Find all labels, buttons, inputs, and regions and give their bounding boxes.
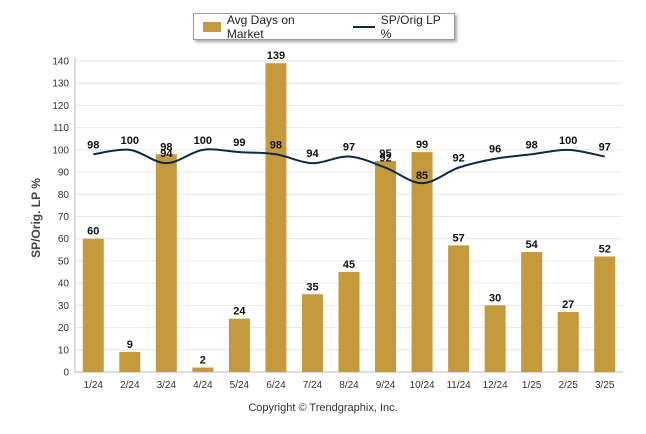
line-data-label: 100 bbox=[121, 135, 139, 147]
bar bbox=[228, 318, 250, 372]
bar bbox=[411, 152, 433, 372]
line-data-label: 98 bbox=[270, 139, 282, 151]
bar-data-label: 9 bbox=[127, 339, 133, 351]
bar-data-label: 52 bbox=[599, 243, 611, 255]
legend-line-swatch bbox=[352, 25, 375, 28]
line-data-label: 97 bbox=[343, 142, 355, 154]
y-tick-label: 10 bbox=[58, 345, 70, 356]
x-tick-label: 9/24 bbox=[376, 380, 396, 391]
legend-item-line: SP/Orig LP % bbox=[343, 13, 454, 41]
copyright-footer: Copyright © Trendgraphix, Inc. bbox=[248, 402, 398, 414]
x-tick-label: 12/24 bbox=[483, 380, 508, 391]
bar bbox=[119, 352, 141, 372]
legend-bar-swatch bbox=[203, 21, 221, 32]
bar bbox=[301, 294, 323, 372]
bar bbox=[484, 305, 506, 372]
chart-legend: Avg Days on Market SP/Orig LP % bbox=[193, 13, 455, 41]
bar-data-label: 30 bbox=[489, 292, 501, 304]
bar-data-label: 35 bbox=[306, 281, 318, 293]
x-tick-label: 5/24 bbox=[230, 380, 250, 391]
bar bbox=[448, 245, 470, 372]
x-tick-label: 2/25 bbox=[558, 380, 578, 391]
y-tick-label: 110 bbox=[53, 123, 69, 134]
bar-data-label: 27 bbox=[562, 299, 574, 311]
x-tick-label: 10/24 bbox=[410, 380, 435, 391]
line-data-label: 85 bbox=[416, 170, 428, 182]
y-tick-label: 140 bbox=[52, 57, 69, 68]
line-data-label: 96 bbox=[489, 144, 501, 156]
line-data-label: 98 bbox=[526, 139, 538, 151]
line-data-label: 98 bbox=[87, 139, 99, 151]
bar-data-label: 95 bbox=[379, 148, 391, 160]
bar bbox=[82, 238, 104, 372]
x-tick-label: 3/24 bbox=[157, 380, 177, 391]
x-tick-label: 2/24 bbox=[120, 380, 140, 391]
x-tick-label: 1/24 bbox=[84, 380, 104, 391]
line-data-label: 94 bbox=[306, 148, 319, 160]
line-data-label: 94 bbox=[160, 148, 173, 160]
x-tick-label: 7/24 bbox=[303, 380, 323, 391]
bar bbox=[521, 252, 543, 372]
line-data-label: 92 bbox=[379, 153, 391, 165]
y-tick-label: 40 bbox=[58, 279, 70, 290]
bar bbox=[375, 160, 397, 372]
y-tick-label: 120 bbox=[52, 101, 69, 112]
x-tick-label: 6/24 bbox=[266, 380, 286, 391]
y-tick-label: 80 bbox=[58, 190, 70, 201]
bar-data-label: 98 bbox=[160, 141, 172, 153]
x-tick-label: 3/25 bbox=[595, 380, 615, 391]
y-tick-label: 90 bbox=[58, 168, 70, 179]
y-tick-label: 60 bbox=[58, 234, 70, 245]
x-tick-label: 11/24 bbox=[446, 380, 471, 391]
y-tick-label: 20 bbox=[58, 323, 70, 334]
bar-data-label: 2 bbox=[200, 355, 206, 367]
bar bbox=[155, 154, 177, 372]
bar-data-label: 139 bbox=[267, 50, 285, 62]
line-data-label: 100 bbox=[194, 135, 212, 147]
line-data-label: 99 bbox=[233, 137, 245, 149]
bar bbox=[594, 256, 616, 372]
x-tick-label: 4/24 bbox=[193, 380, 213, 391]
line-data-label: 100 bbox=[559, 135, 577, 147]
bar-data-label: 45 bbox=[343, 259, 355, 271]
legend-item-bar: Avg Days on Market bbox=[203, 13, 334, 41]
x-tick-label: 8/24 bbox=[339, 380, 359, 391]
y-tick-label: 130 bbox=[52, 79, 69, 90]
bar-data-label: 57 bbox=[452, 232, 464, 244]
y-tick-label: 100 bbox=[52, 145, 69, 156]
bar bbox=[265, 63, 287, 372]
bar bbox=[338, 272, 360, 372]
line-series-sp-orig-lp bbox=[93, 148, 605, 185]
bar-data-label: 60 bbox=[87, 226, 99, 238]
x-tick-label: 1/25 bbox=[522, 380, 542, 391]
bar-data-label: 99 bbox=[416, 139, 428, 151]
y-axis-label: SP/Orig. LP % bbox=[29, 178, 43, 258]
bar-data-label: 54 bbox=[526, 239, 539, 251]
bar bbox=[557, 312, 579, 372]
line-data-label: 97 bbox=[599, 142, 611, 154]
line-data-label: 92 bbox=[452, 153, 464, 165]
bar-data-label: 24 bbox=[233, 306, 246, 318]
y-tick-label: 50 bbox=[58, 256, 70, 267]
y-tick-label: 30 bbox=[58, 301, 70, 312]
y-tick-label: 70 bbox=[58, 212, 70, 223]
bar bbox=[192, 367, 214, 372]
y-tick-label: 0 bbox=[63, 368, 69, 379]
legend-bar-label: Avg Days on Market bbox=[226, 12, 295, 41]
legend-line-label: SP/Orig LP % bbox=[380, 12, 441, 41]
